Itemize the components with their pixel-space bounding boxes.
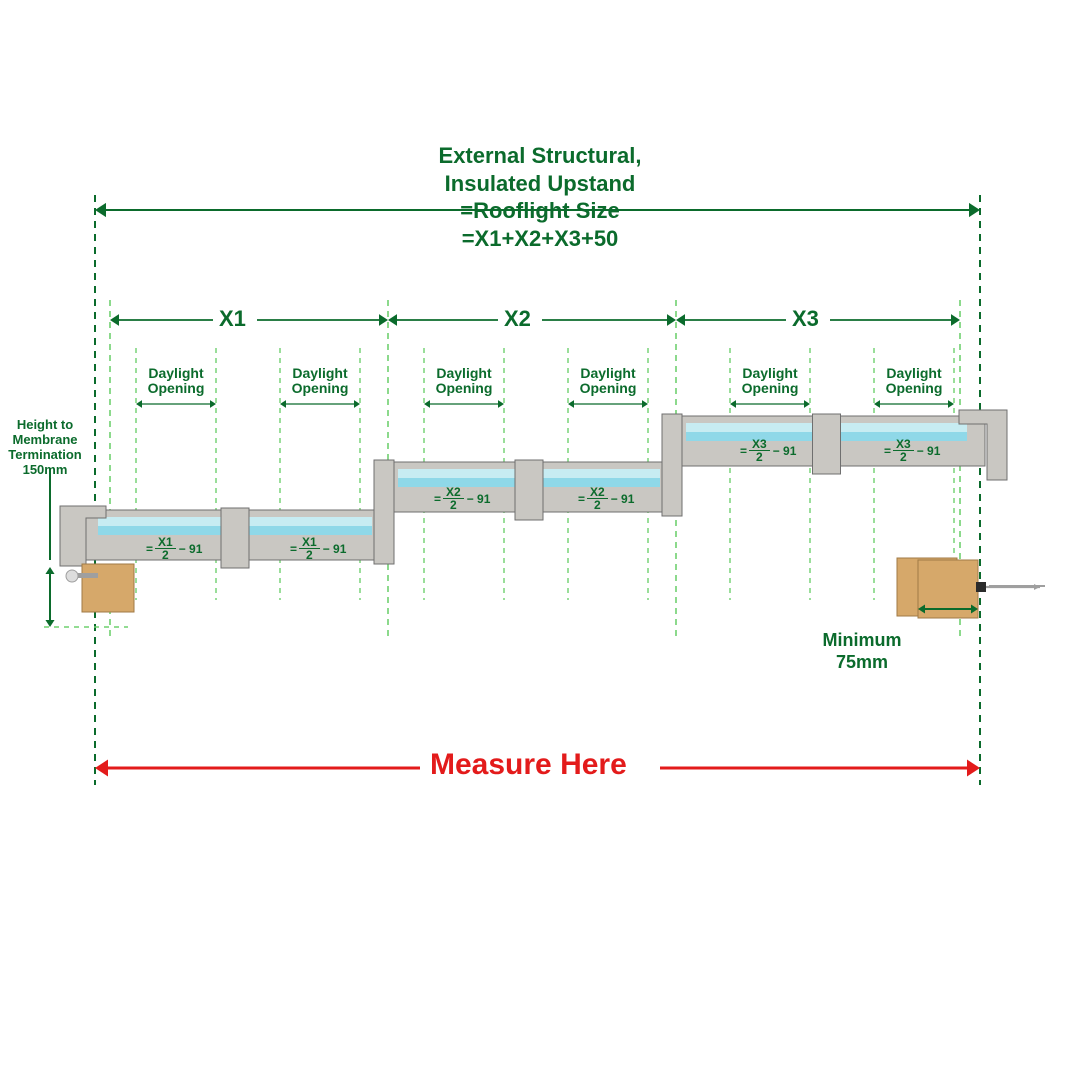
segment-label: X2 <box>504 306 531 332</box>
daylight-formula: =X12− 91 <box>146 536 202 561</box>
daylight-opening-label: DaylightOpening <box>736 366 804 397</box>
daylight-formula: =X22− 91 <box>578 486 634 511</box>
rooflight-section-step <box>374 460 678 564</box>
minimum-width-label: Minimum75mm <box>802 630 922 673</box>
daylight-opening-label: DaylightOpening <box>430 366 498 397</box>
height-membrane-label: Height toMembraneTermination150mm <box>4 418 86 478</box>
daylight-formula: =X12− 91 <box>290 536 346 561</box>
daylight-formula: =X32− 91 <box>884 438 940 463</box>
daylight-opening-label: DaylightOpening <box>880 366 948 397</box>
daylight-opening-label: DaylightOpening <box>142 366 210 397</box>
timber-upstand <box>82 564 134 612</box>
daylight-opening-label: DaylightOpening <box>286 366 354 397</box>
daylight-formula: =X32− 91 <box>740 438 796 463</box>
segment-label: X3 <box>792 306 819 332</box>
daylight-opening-label: DaylightOpening <box>574 366 642 397</box>
main-title: External Structural,Insulated Upstand=Ro… <box>380 142 700 252</box>
daylight-formula: =X22− 91 <box>434 486 490 511</box>
segment-label: X1 <box>219 306 246 332</box>
measure-here-text: Measure Here <box>430 748 627 782</box>
